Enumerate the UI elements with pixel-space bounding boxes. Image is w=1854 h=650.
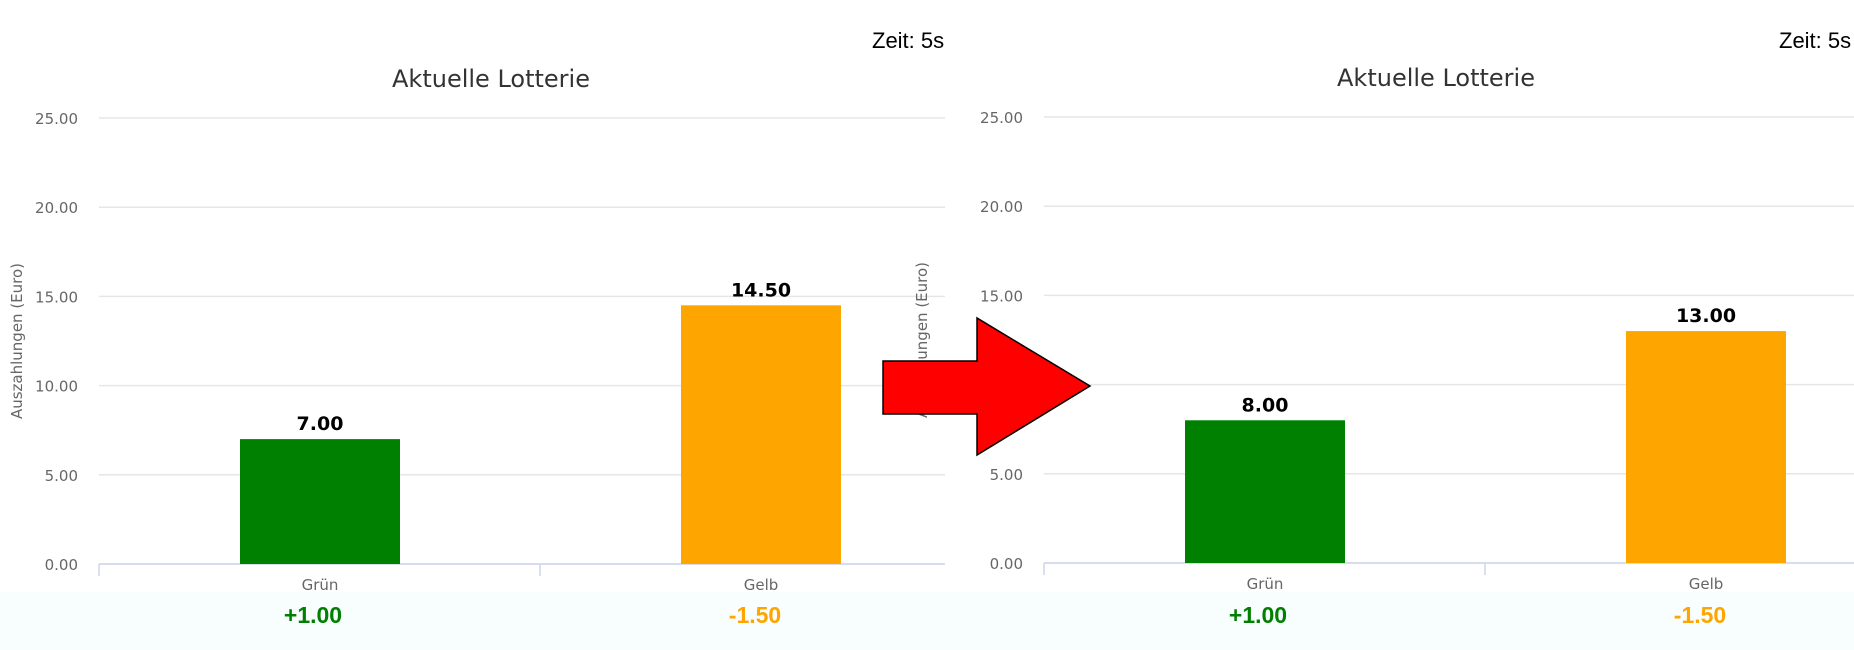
bar-chart-after: Aktuelle Lotterie0.005.0010.0015.0020.00… <box>913 64 1854 593</box>
x-tick-label: Gelb <box>1689 575 1724 593</box>
delta-yellow: -1.50 <box>728 602 782 628</box>
y-tick-label: 20.00 <box>35 199 78 217</box>
bar-gruen <box>1185 420 1345 563</box>
timer-label: Zeit: 5s <box>872 28 945 53</box>
delta-green: +1.00 <box>1228 602 1288 628</box>
y-tick-label: 20.00 <box>980 198 1023 216</box>
y-tick-label: 5.00 <box>45 467 78 485</box>
bar-gruen <box>240 439 400 564</box>
x-tick-label: Gelb <box>744 576 779 594</box>
delta-yellow: -1.50 <box>1673 602 1727 628</box>
chart-title: Aktuelle Lotterie <box>392 65 590 93</box>
y-axis-label: Auszahlungen (Euro) <box>8 263 26 419</box>
chart-title: Aktuelle Lotterie <box>1337 64 1535 92</box>
bar-gelb <box>1626 331 1786 563</box>
bar-value-label: 13.00 <box>1676 305 1736 327</box>
y-tick-label: 10.00 <box>35 378 78 396</box>
right-arrow-icon <box>882 316 1092 457</box>
footer-strip <box>0 592 1854 650</box>
y-tick-label: 15.00 <box>35 288 78 306</box>
y-tick-label: 0.00 <box>45 556 78 574</box>
bar-gelb <box>681 305 841 564</box>
y-tick-label: 5.00 <box>990 466 1023 484</box>
y-tick-label: 25.00 <box>35 110 78 128</box>
bar-chart-before: Aktuelle Lotterie 0.00 5.00 10.00 15.00 20.00… <box>8 65 945 594</box>
chart-panel-after: Zeit: 5s Aktuelle Lotterie0.005.0010.001… <box>913 0 1854 650</box>
x-tick-label: Grün <box>302 576 339 594</box>
delta-green: +1.00 <box>283 602 343 628</box>
y-tick-label: 15.00 <box>980 287 1023 305</box>
y-tick-label: 0.00 <box>990 555 1023 573</box>
chart-panel-before: Zeit: 5s Aktuelle Lotterie 0.00 5.00 10.00 1… <box>8 28 945 628</box>
y-tick-label: 25.00 <box>980 109 1023 127</box>
bar-value-label: 8.00 <box>1242 394 1289 416</box>
bar-value-label: 7.00 <box>297 413 344 435</box>
timer-label: Zeit: 5s <box>1779 28 1852 53</box>
bar-value-label: 14.50 <box>731 279 791 301</box>
x-tick-label: Grün <box>1247 575 1284 593</box>
